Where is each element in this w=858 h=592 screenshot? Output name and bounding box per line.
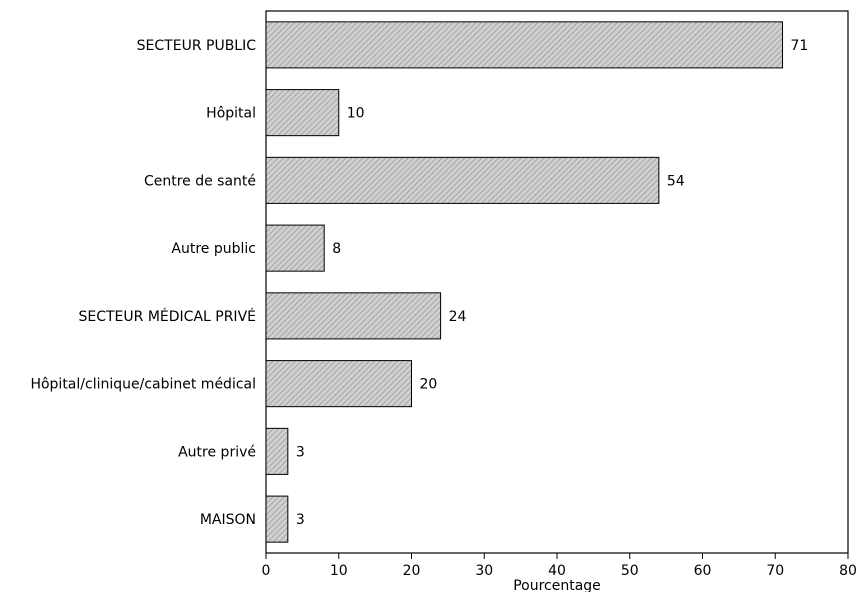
value-label: 24 [449, 309, 467, 325]
x-tick-label: 0 [262, 563, 271, 579]
x-tick-label: 40 [548, 563, 566, 579]
category-label: Hôpital [206, 106, 256, 122]
x-tick-label: 60 [694, 563, 712, 579]
category-label: SECTEUR MÉDICAL PRIVÉ [79, 308, 257, 325]
value-labels: 71 10 54 8 24 20 3 3 [296, 38, 809, 528]
category-label: Centre de santé [144, 173, 256, 189]
bar [265, 21, 784, 69]
category-label: Autre public [171, 241, 256, 257]
x-tick-label: 70 [766, 563, 784, 579]
x-axis-title: Pourcentage [513, 578, 601, 592]
value-label: 3 [296, 512, 305, 528]
plot-frame [265, 10, 849, 554]
category-label: SECTEUR PUBLIC [137, 38, 257, 54]
bar [265, 360, 412, 408]
category-label: MAISON [200, 512, 256, 528]
x-tick-label: 10 [330, 563, 348, 579]
category-label: Autre privé [178, 444, 256, 460]
bar [265, 89, 340, 137]
value-label: 3 [296, 444, 305, 460]
category-label: Hôpital/clinique/cabinet médical [30, 377, 256, 393]
bar [265, 224, 325, 272]
x-tick-label: 20 [403, 563, 421, 579]
bar [265, 292, 442, 340]
category-labels: SECTEUR PUBLIC Hôpital Centre de santé Autr… [30, 38, 256, 528]
x-tick-label: 50 [621, 563, 639, 579]
value-label: 10 [347, 106, 365, 122]
value-label: 71 [791, 38, 809, 54]
value-label: 20 [420, 377, 438, 393]
bar [265, 495, 289, 543]
value-label: 54 [667, 173, 685, 189]
bar [265, 156, 660, 204]
x-tick-label: 30 [475, 563, 493, 579]
bar [265, 427, 289, 475]
bars-group [265, 21, 784, 543]
x-axis-ticks: 0 10 20 30 40 50 60 70 80 [262, 553, 857, 579]
value-label: 8 [332, 241, 341, 257]
x-tick-label: 80 [839, 563, 857, 579]
